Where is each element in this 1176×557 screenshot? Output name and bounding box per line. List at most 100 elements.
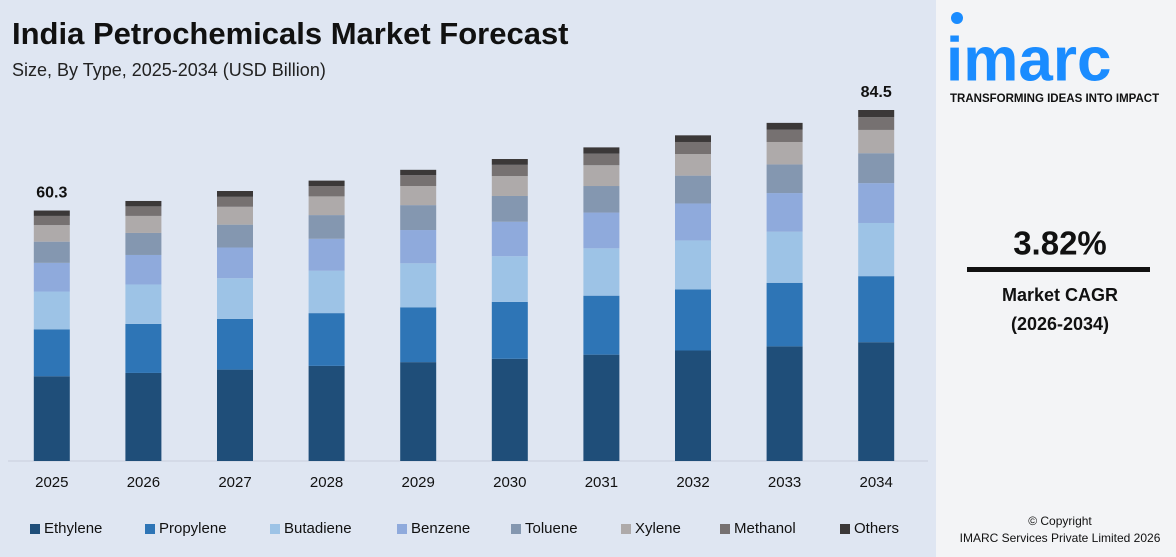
- bar-segment: [217, 224, 253, 248]
- bar-segment: [583, 147, 620, 154]
- bar-segment: [33, 329, 70, 377]
- legend-label: Toluene: [525, 520, 578, 537]
- owner: IMARC Services Private Limited 2026: [960, 531, 1161, 545]
- bar-segment: [675, 240, 711, 290]
- bar-segment: [583, 186, 620, 213]
- bar-segment: [491, 195, 528, 222]
- logo-dot: [951, 12, 963, 24]
- bar-segment: [33, 210, 70, 216]
- bar-segment: [33, 262, 70, 292]
- bar-segment: [491, 176, 528, 196]
- x-tick-label: 2033: [768, 474, 801, 491]
- cagr: 3.82%: [1013, 225, 1107, 262]
- bar-segment: [675, 135, 711, 142]
- legend-swatch: [30, 524, 40, 534]
- bar-segment: [308, 313, 345, 366]
- bar-segment: [217, 369, 253, 461]
- chart-subtitle: Size, By Type, 2025-2034 (USD Billion): [12, 60, 326, 80]
- cagr-period: (2026-2034): [1011, 314, 1109, 334]
- x-tick-label: 2034: [860, 474, 893, 491]
- bar-segment: [400, 362, 437, 461]
- bar-segment: [217, 206, 253, 225]
- bar-segment: [858, 183, 895, 223]
- bar-segment: [766, 122, 803, 130]
- legend-swatch: [145, 524, 155, 534]
- legend-swatch: [511, 524, 521, 534]
- x-tick-label: 2028: [310, 474, 343, 491]
- legend-swatch: [270, 524, 280, 534]
- bar-segment: [125, 254, 162, 285]
- bar-segment: [583, 153, 620, 166]
- bar-segment: [766, 282, 803, 347]
- x-tick-label: 2031: [585, 474, 618, 491]
- bar-segment: [583, 212, 620, 249]
- legend-label: Propylene: [159, 520, 227, 537]
- chart-title: India Petrochemicals Market Forecast: [12, 16, 569, 51]
- bar-segment: [125, 200, 162, 207]
- bar-segment: [583, 354, 620, 461]
- bar-segment: [583, 165, 620, 187]
- bar-segment: [491, 221, 528, 257]
- legend-label: Benzene: [411, 520, 470, 537]
- bar-segment: [400, 230, 437, 264]
- bar-segment: [583, 295, 620, 355]
- bar-segment: [766, 129, 803, 142]
- bar-segment: [217, 191, 253, 197]
- bar-segment: [491, 358, 528, 461]
- bar-segment: [400, 186, 437, 206]
- bar-segment: [308, 365, 345, 461]
- bar-segment: [33, 241, 70, 263]
- bar-segment: [675, 141, 711, 155]
- bar-segment: [125, 215, 162, 233]
- bar-segment: [400, 175, 437, 187]
- bar-segment: [308, 270, 345, 314]
- bar-segment: [125, 206, 162, 216]
- x-tick-label: 2030: [493, 474, 526, 491]
- bar-segment: [766, 346, 803, 461]
- bar-segment: [33, 215, 70, 226]
- bar-segment: [125, 372, 162, 461]
- bar-segment: [675, 350, 711, 461]
- bar-segment: [858, 110, 895, 118]
- bar-segment: [217, 278, 253, 319]
- bar-segment: [766, 141, 803, 165]
- bar-segment: [858, 153, 895, 184]
- bar-segment: [217, 318, 253, 370]
- total-label: 84.5: [861, 84, 892, 101]
- cagr-label: Market CAGR: [1002, 285, 1118, 305]
- legend-swatch: [397, 524, 407, 534]
- bar-segment: [400, 307, 437, 363]
- legend-label: Xylene: [635, 520, 681, 537]
- x-tick-label: 2029: [402, 474, 435, 491]
- bar-segment: [858, 342, 895, 461]
- legend-label: Butadiene: [284, 520, 352, 537]
- bar-segment: [675, 154, 711, 176]
- bar-segment: [675, 203, 711, 241]
- legend-swatch: [840, 524, 850, 534]
- bar-segment: [125, 284, 162, 324]
- legend-label: Ethylene: [44, 520, 102, 537]
- bar-segment: [308, 180, 345, 187]
- bar-segment: [858, 129, 895, 154]
- bar-segment: [675, 175, 711, 204]
- bar-segment: [858, 276, 895, 343]
- bar-segment: [858, 117, 895, 130]
- bar-segment: [308, 196, 345, 216]
- bar-segment: [491, 159, 528, 165]
- bar-segment: [491, 256, 528, 302]
- sidebar-background: [936, 0, 1176, 557]
- bar-segment: [766, 164, 803, 194]
- bar-segment: [217, 196, 253, 207]
- tagline: TRANSFORMING IDEAS INTO IMPACT: [950, 93, 1159, 105]
- bar-segment: [400, 205, 437, 231]
- bar-segment: [308, 238, 345, 271]
- x-tick-label: 2032: [676, 474, 709, 491]
- bar-segment: [858, 222, 895, 277]
- cagr-rule: [967, 267, 1150, 272]
- legend-label: Methanol: [734, 520, 796, 537]
- x-tick-label: 2025: [35, 474, 68, 491]
- bar-segment: [125, 232, 162, 255]
- bar-segment: [491, 301, 528, 359]
- bar-segment: [400, 263, 437, 308]
